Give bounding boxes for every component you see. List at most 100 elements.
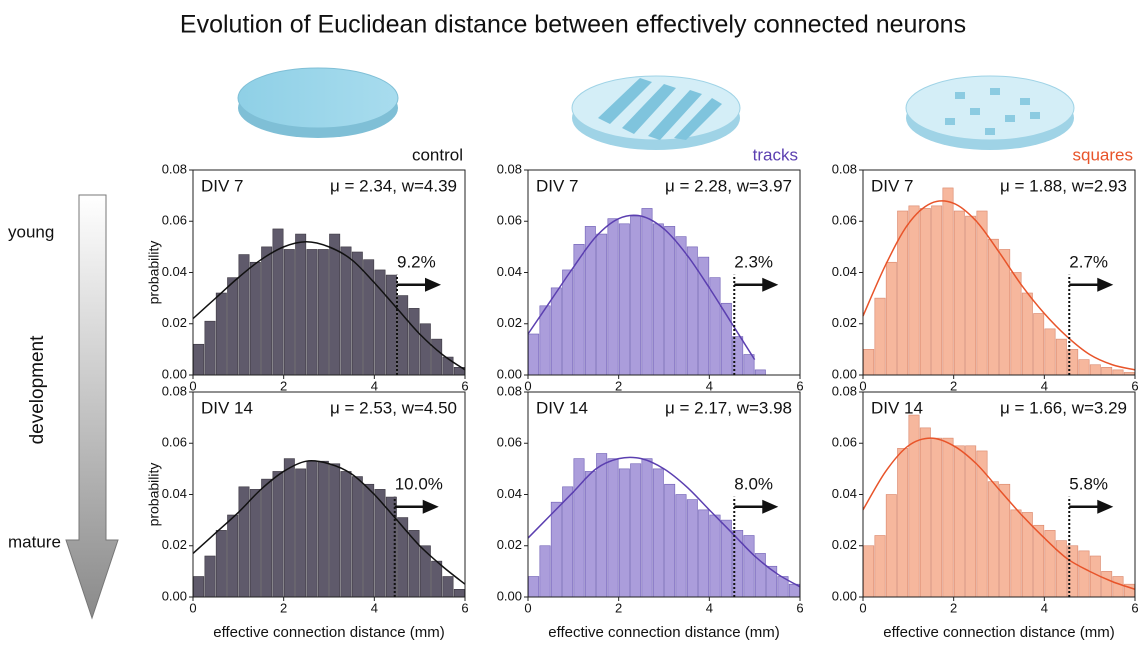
tail-label: 10.0% xyxy=(395,474,443,493)
y-tick-label: 0.08 xyxy=(162,161,187,176)
x-axis-label: effective connection distance (mm) xyxy=(883,624,1115,641)
figure: Evolution of Euclidean distance between … xyxy=(0,0,1146,649)
bar xyxy=(864,546,874,597)
y-tick-label: 0.04 xyxy=(832,264,857,279)
bar xyxy=(330,464,340,597)
bar xyxy=(341,247,351,375)
x-tick-label: 6 xyxy=(1131,600,1138,615)
bar xyxy=(194,577,204,598)
bar xyxy=(1079,360,1089,375)
bar xyxy=(250,489,260,597)
x-tick-label: 4 xyxy=(706,600,713,615)
y-tick-label: 0.08 xyxy=(497,161,522,176)
bar xyxy=(988,239,998,375)
arrow-label: development xyxy=(27,335,48,445)
y-tick-label: 0.04 xyxy=(162,486,187,501)
x-tick-label: 0 xyxy=(524,600,531,615)
panel-label: DIV 7 xyxy=(536,176,579,195)
bar xyxy=(1045,329,1055,375)
x-tick-label: 6 xyxy=(796,378,803,393)
y-axis-label: probability xyxy=(146,241,162,305)
y-tick-label: 0.00 xyxy=(497,588,522,603)
bar xyxy=(563,270,573,375)
bar xyxy=(432,339,442,375)
bar xyxy=(330,234,340,375)
bar xyxy=(1113,370,1123,375)
fit-stats: μ = 1.88, w=2.93 xyxy=(1000,176,1127,195)
bar xyxy=(563,487,573,597)
substrate-illustrations xyxy=(238,68,1074,150)
bar xyxy=(1090,365,1100,375)
bar xyxy=(307,249,317,375)
bar xyxy=(665,484,675,597)
bar xyxy=(909,206,919,375)
bar xyxy=(250,262,260,375)
tail-label: 2.3% xyxy=(734,252,773,271)
bar xyxy=(676,495,686,598)
x-tick-label: 0 xyxy=(859,600,866,615)
x-axis-label: effective connection distance (mm) xyxy=(548,624,780,641)
y-tick-label: 0.06 xyxy=(162,213,187,228)
x-tick-label: 2 xyxy=(950,600,957,615)
bar xyxy=(574,459,584,597)
bar xyxy=(875,298,885,375)
bar xyxy=(420,546,430,597)
bar xyxy=(653,224,663,375)
x-tick-label: 6 xyxy=(461,600,468,615)
bar xyxy=(443,357,453,375)
bar xyxy=(432,561,442,597)
y-tick-label: 0.02 xyxy=(162,315,187,330)
bar xyxy=(710,515,720,597)
bar xyxy=(954,446,964,597)
x-tick-label: 2 xyxy=(280,600,287,615)
bar xyxy=(420,324,430,375)
column-label: control xyxy=(412,145,463,164)
x-tick-label: 4 xyxy=(1041,600,1048,615)
bar xyxy=(364,484,374,597)
bar xyxy=(284,249,294,375)
tail-arrowhead xyxy=(1097,278,1113,292)
y-tick-label: 0.08 xyxy=(497,383,522,398)
bar xyxy=(954,211,964,375)
bar xyxy=(755,553,765,597)
bar xyxy=(1113,577,1123,598)
bar xyxy=(529,577,539,598)
tail-label: 5.8% xyxy=(1069,474,1108,493)
bar xyxy=(1000,249,1010,375)
bar xyxy=(943,438,953,597)
y-tick-label: 0.08 xyxy=(162,383,187,398)
bar xyxy=(318,249,328,375)
tail-arrowhead xyxy=(425,278,441,292)
figure-title: Evolution of Euclidean distance between … xyxy=(180,11,966,39)
bar xyxy=(228,278,238,375)
bar xyxy=(687,247,697,375)
bar xyxy=(920,208,930,375)
bar xyxy=(631,464,641,597)
bar xyxy=(642,459,652,597)
bar xyxy=(194,344,204,375)
arrow-top-label: young xyxy=(8,222,54,241)
panel-label: DIV 14 xyxy=(871,398,923,417)
x-tick-label: 2 xyxy=(280,378,287,393)
bar xyxy=(597,454,607,598)
bar xyxy=(676,237,686,375)
bar xyxy=(1102,367,1112,375)
x-tick-label: 2 xyxy=(950,378,957,393)
bar xyxy=(966,216,976,375)
x-tick-label: 6 xyxy=(461,378,468,393)
tail-label: 2.7% xyxy=(1069,252,1108,271)
bar xyxy=(932,438,942,597)
bar xyxy=(1022,293,1032,375)
bar xyxy=(608,459,618,597)
y-tick-label: 0.06 xyxy=(497,213,522,228)
x-tick-label: 0 xyxy=(189,600,196,615)
bar xyxy=(687,500,697,597)
bar xyxy=(1034,314,1044,376)
bar xyxy=(341,471,351,597)
bar xyxy=(205,556,215,597)
bar xyxy=(1000,484,1010,597)
y-tick-label: 0.02 xyxy=(497,537,522,552)
bar xyxy=(642,208,652,375)
